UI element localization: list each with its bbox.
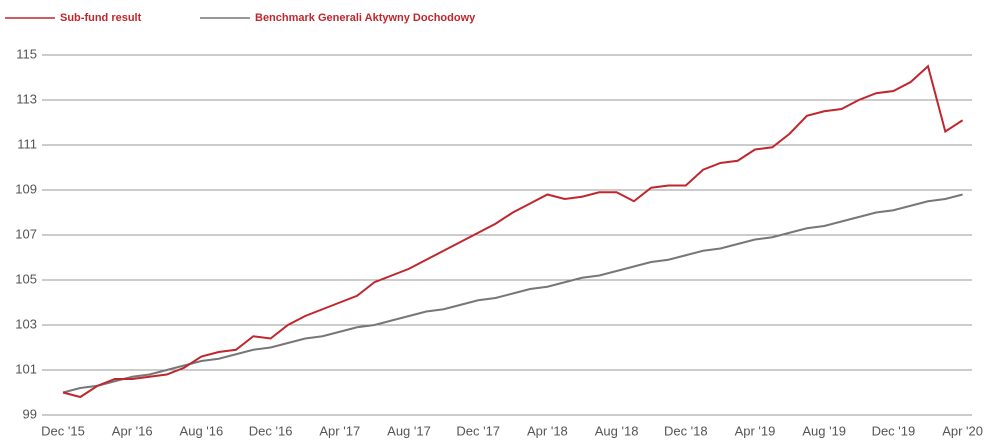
series-line	[62, 64, 964, 399]
x-tick-label: Apr '18	[527, 423, 568, 438]
x-tick-label: Apr '20	[942, 423, 983, 438]
legend-label: Benchmark Generali Aktywny Dochodowy	[255, 12, 476, 24]
x-tick-label: Dec '19	[872, 423, 916, 438]
x-tick-label: Aug '18	[595, 423, 639, 438]
legend-label: Sub-fund result	[60, 12, 142, 24]
y-tick-label: 107	[15, 226, 37, 241]
series-line	[62, 193, 963, 394]
y-tick-label: 115	[16, 46, 37, 61]
x-tick-label: Apr '17	[319, 423, 360, 438]
x-tick-label: Apr '19	[735, 423, 776, 438]
y-tick-label: 113	[16, 91, 37, 106]
x-tick-label: Dec '16	[249, 423, 293, 438]
x-tick-label: Aug '17	[387, 423, 431, 438]
y-tick-label: 103	[15, 316, 37, 331]
x-tick-label: Dec '18	[664, 423, 708, 438]
y-tick-label: 99	[23, 406, 37, 421]
y-tick-label: 109	[15, 181, 37, 196]
x-tick-label: Dec '17	[456, 423, 500, 438]
y-tick-label: 101	[15, 361, 37, 376]
x-tick-label: Dec '15	[41, 423, 85, 438]
y-tick-label: 111	[17, 136, 37, 151]
x-tick-label: Apr '16	[112, 423, 153, 438]
x-tick-label: Aug '19	[802, 423, 846, 438]
y-tick-label: 105	[15, 271, 37, 286]
x-tick-label: Aug '16	[180, 423, 224, 438]
